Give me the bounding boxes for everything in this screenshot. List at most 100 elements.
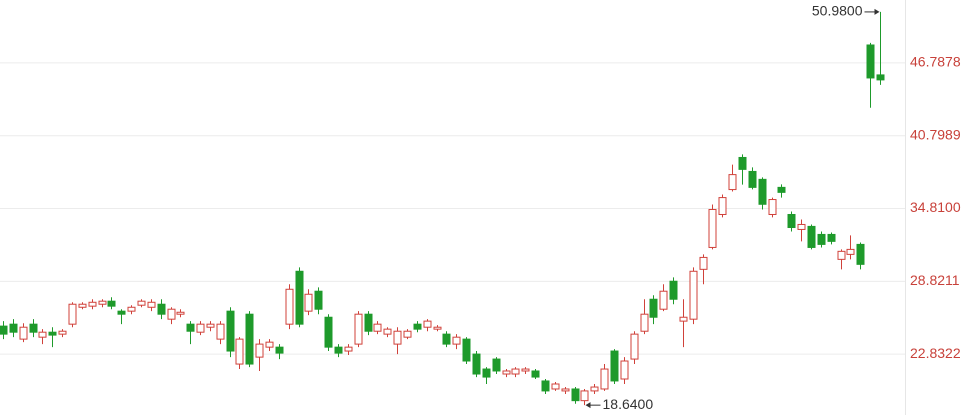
candle-body xyxy=(846,248,855,255)
candle-body xyxy=(285,288,294,325)
candle-body xyxy=(699,256,708,270)
candle-body xyxy=(620,360,629,380)
candle-body xyxy=(255,343,264,358)
candle-body xyxy=(708,209,717,248)
candle-body xyxy=(452,336,461,345)
candle-body xyxy=(98,300,107,305)
candle-body xyxy=(167,308,176,320)
candle-body xyxy=(314,290,323,310)
candle-body xyxy=(777,186,786,193)
candle-body xyxy=(393,330,402,345)
candle-body xyxy=(728,174,737,191)
candle-body xyxy=(571,388,580,402)
candle-body xyxy=(157,303,166,315)
candle-body xyxy=(265,341,274,348)
candle-body xyxy=(216,323,225,340)
candle-body xyxy=(334,346,343,354)
candle-body xyxy=(413,323,422,330)
candle-body xyxy=(147,301,156,308)
candle-body xyxy=(502,370,511,375)
candle-body xyxy=(807,225,816,248)
candle-body xyxy=(344,346,353,352)
candle-body xyxy=(511,368,520,375)
candle-body xyxy=(600,368,609,390)
candle-body xyxy=(137,300,146,306)
candle-body xyxy=(373,323,382,332)
y-tick-label: 22.8322 xyxy=(910,345,961,361)
candle-body xyxy=(186,323,195,332)
candle-body xyxy=(196,323,205,333)
candle-body xyxy=(295,270,304,325)
candle-body xyxy=(78,303,87,308)
candle-body xyxy=(324,316,333,348)
candle-body xyxy=(176,311,185,315)
candle-body xyxy=(659,290,668,310)
candle-body xyxy=(472,353,481,375)
candle-body xyxy=(590,386,599,392)
candle-body xyxy=(856,243,865,265)
candle-body xyxy=(462,338,471,362)
y-tick-label: 34.8100 xyxy=(910,199,961,215)
candle-body xyxy=(68,303,77,325)
min-arrowhead xyxy=(585,402,591,409)
candle-body xyxy=(876,74,885,81)
candle-body xyxy=(9,323,18,333)
candle-body xyxy=(787,213,796,229)
candle-body xyxy=(383,328,392,335)
candle-body xyxy=(610,350,619,382)
candle-body xyxy=(117,310,126,315)
max-arrowhead xyxy=(874,8,880,15)
candle-body xyxy=(866,44,875,79)
candle-body xyxy=(580,390,589,402)
max-label: 50.9800 xyxy=(812,3,863,19)
candle-body xyxy=(630,333,639,360)
candle-body xyxy=(19,326,28,340)
candle-body xyxy=(768,199,777,215)
candle-body xyxy=(482,368,491,378)
candle-body xyxy=(531,370,540,378)
candle-body xyxy=(492,358,501,372)
candle-body xyxy=(206,323,215,328)
candle-body xyxy=(433,326,442,330)
candle-body xyxy=(38,331,47,338)
candle-body xyxy=(679,316,688,322)
candle-body xyxy=(551,383,560,390)
min-label: 18.6400 xyxy=(603,396,654,412)
candle-body xyxy=(758,178,767,205)
candle-body xyxy=(718,197,727,215)
candle-body xyxy=(423,320,432,328)
candle-body xyxy=(127,306,136,312)
candle-body xyxy=(827,233,836,242)
candle-body xyxy=(354,313,363,345)
candle-body xyxy=(48,331,57,336)
y-tick-label: 40.7989 xyxy=(910,126,961,142)
candle-body xyxy=(304,293,313,312)
candle-body xyxy=(541,380,550,392)
candle-body xyxy=(738,156,747,170)
candle-body xyxy=(88,301,97,307)
candle-body xyxy=(29,323,38,333)
y-tick-label: 28.8211 xyxy=(910,272,960,288)
candle-body xyxy=(689,270,698,320)
candle-body xyxy=(649,298,658,318)
candle-body xyxy=(797,223,806,230)
candle-body xyxy=(107,300,116,307)
candle-body xyxy=(561,388,570,392)
candle-body xyxy=(521,368,530,372)
candle-body xyxy=(669,280,678,300)
candle-body xyxy=(748,170,757,188)
candle-body xyxy=(235,338,244,365)
candle-body xyxy=(0,325,8,335)
candle-body xyxy=(58,330,67,335)
y-tick-label: 46.7878 xyxy=(910,54,961,70)
candle-body xyxy=(817,233,826,245)
candle-body xyxy=(245,313,254,365)
candle-body xyxy=(226,310,235,352)
candle-body xyxy=(640,313,649,332)
candle-body xyxy=(364,313,373,332)
candle-body xyxy=(837,250,846,260)
candle-body xyxy=(442,333,451,345)
candle-body xyxy=(403,330,412,338)
candle-body xyxy=(275,346,284,354)
